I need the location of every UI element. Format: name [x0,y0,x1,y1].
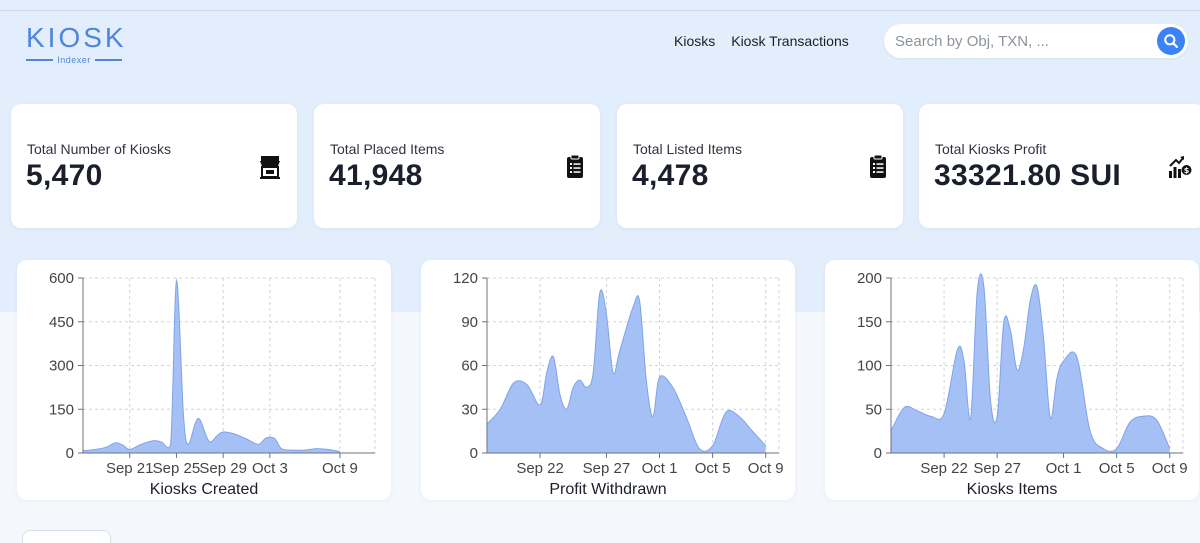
kiosks-created-chart: 0 150 300 450 600 Sep 21 Sep 25 Sep 29 Oct 3 Oct … [49,270,376,477]
x-tick-label: Oct 5 [1099,460,1135,477]
x-tick-label: Oct 9 [748,460,784,477]
nav-kiosks[interactable]: Kiosks [674,33,716,49]
logo-line-left [26,59,54,61]
chart-title: Kiosks Created [149,481,259,498]
series-area [83,280,340,453]
y-tick-label: 50 [865,401,882,418]
y-tick-label: 600 [49,270,74,287]
y-tick-label: 0 [470,445,478,462]
search-bar [884,24,1188,58]
x-tick-label: Sep 25 [153,460,201,477]
y-tick-label: 100 [857,358,882,375]
nav-kiosk-transactions[interactable]: Kiosk Transactions [731,33,849,49]
x-tick-label: Oct 9 [1152,460,1188,477]
x-tick-label: Sep 22 [516,460,564,477]
stat-value: 4,478 [632,159,709,192]
stat-label: Total Number of Kiosks [27,141,171,157]
kiosk-store-icon [260,156,280,179]
chart-card-profit-withdrawn: 0 30 60 90 120 Sep 22 Sep 27 Oct 1 Oct 5 Oct 9 Pr… [421,260,795,500]
y-tick-label: 200 [857,270,882,287]
stat-card-placed-items: Total Placed Items 41,948 [314,104,600,228]
svg-text:$: $ [1184,166,1190,175]
series-line [486,289,767,452]
profit-withdrawn-chart: 0 30 60 90 120 Sep 22 Sep 27 Oct 1 Oct 5 Oct 9 [453,270,784,477]
series-line [82,280,341,453]
y-tick-label: 0 [66,445,74,462]
stat-label: Total Placed Items [330,141,445,157]
series-line [890,273,1171,452]
x-tick-label: Oct 1 [642,460,678,477]
y-tick-label: 90 [461,314,478,331]
y-tick-label: 150 [857,314,882,331]
clipboard-list-icon [567,154,583,178]
chart-title: Kiosks Items [966,481,1058,498]
stat-card-kiosks: Total Number of Kiosks 5,470 [11,104,297,228]
y-tick-label: 30 [461,401,478,418]
logo-sub-text: Indexer [57,55,91,65]
y-tick-label: 450 [49,314,74,331]
search-input[interactable] [895,31,1145,51]
stat-value: 5,470 [26,159,103,192]
x-tick-label: Oct 9 [322,460,358,477]
stat-label: Total Kiosks Profit [935,141,1047,157]
x-tick-label: Oct 3 [252,460,288,477]
x-tick-label: Oct 5 [695,460,731,477]
stat-card-profit: Total Kiosks Profit 33321.80 SUI $ [919,104,1200,228]
search-button[interactable] [1157,27,1185,55]
logo-line-right [94,59,122,61]
x-tick-label: Sep 27 [973,460,1021,477]
logo-sub: Indexer [26,55,122,65]
chart-card-kiosks-items: 0 50 100 150 200 Sep 22 Sep 27 Oct 1 Oct 5 Oct 9 … [825,260,1199,500]
y-tick-label: 300 [49,358,74,375]
x-tick-label: Sep 21 [106,460,154,477]
top-divider [0,10,1200,11]
x-tick-label: Oct 1 [1046,460,1082,477]
x-tick-label: Sep 29 [199,460,247,477]
y-tick-label: 0 [874,445,882,462]
stat-label: Total Listed Items [633,141,742,157]
chart-title: Profit Withdrawn [549,481,667,498]
y-tick-label: 60 [461,358,478,375]
main-nav: Kiosks Kiosk Transactions [674,33,849,49]
logo-main-text: KIOSK [26,22,127,53]
x-tick-label: Sep 27 [583,460,631,477]
kiosks-items-chart: 0 50 100 150 200 Sep 22 Sep 27 Oct 1 Oct 5 Oct 9 [857,270,1188,477]
stat-value: 41,948 [329,159,423,192]
search-icon [1164,34,1179,49]
logo[interactable]: KIOSK Indexer [26,22,127,65]
chart-card-kiosks-created: 0 150 300 450 600 Sep 21 Sep 25 Sep 29 Oct 3 Oct … [17,260,391,500]
stat-value: 33321.80 SUI [934,159,1122,192]
y-tick-label: 120 [453,270,478,287]
y-tick-label: 150 [49,401,74,418]
series-area [891,273,1170,453]
clipboard-list-icon [870,154,886,178]
series-area [487,289,766,453]
stat-card-listed-items: Total Listed Items 4,478 [617,104,903,228]
x-tick-label: Sep 22 [920,460,968,477]
more-button[interactable] [22,530,111,543]
profit-chart-icon: $ [1169,156,1192,178]
